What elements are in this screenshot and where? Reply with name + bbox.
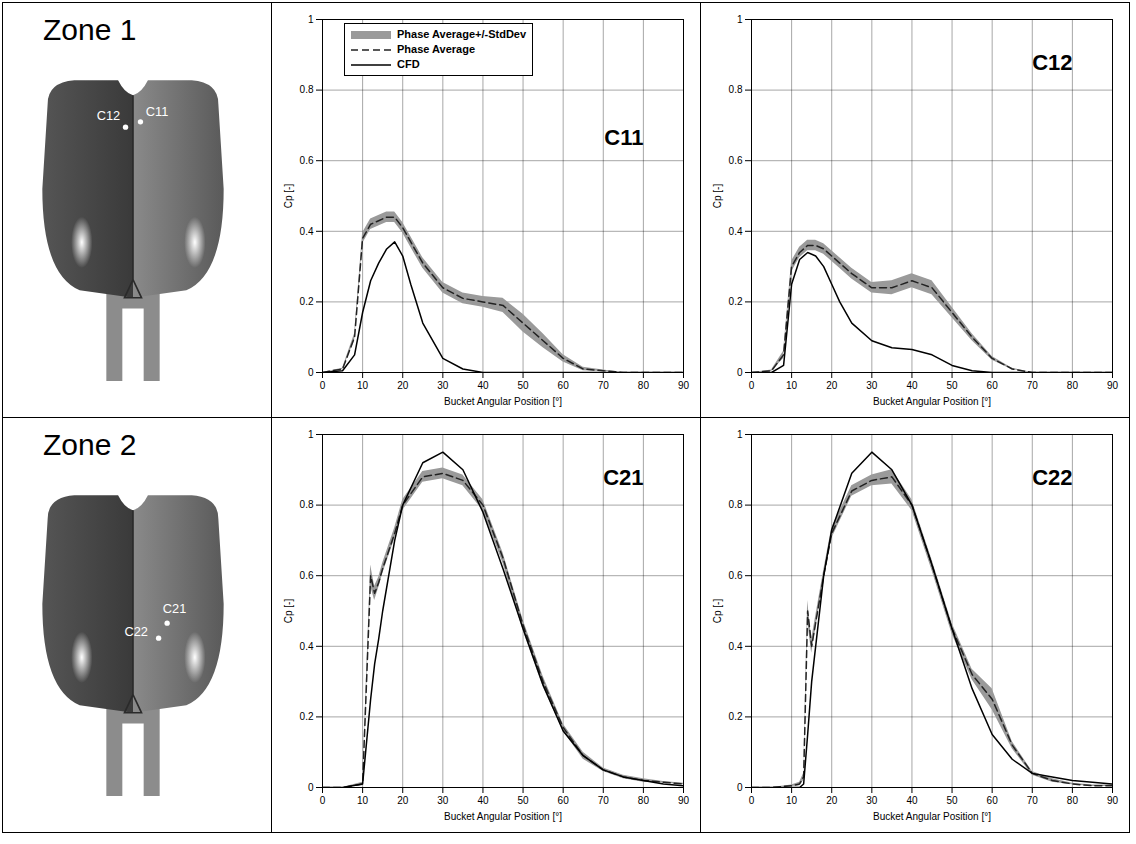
svg-text:80: 80 [638, 380, 650, 391]
svg-text:C12: C12 [97, 108, 120, 123]
svg-text:C11: C11 [604, 125, 643, 150]
svg-text:20: 20 [826, 380, 838, 391]
svg-text:0.2: 0.2 [300, 711, 314, 722]
svg-text:50: 50 [946, 380, 958, 391]
svg-text:30: 30 [866, 795, 878, 806]
svg-text:0: 0 [737, 367, 743, 378]
svg-text:10: 10 [786, 380, 798, 391]
svg-text:Bucket Angular Position [°]: Bucket Angular Position [°] [444, 396, 562, 407]
svg-text:60: 60 [987, 380, 999, 391]
svg-text:Cp [-]: Cp [-] [712, 599, 723, 624]
svg-text:40: 40 [906, 795, 918, 806]
svg-text:0.6: 0.6 [729, 570, 743, 581]
svg-text:50: 50 [517, 380, 529, 391]
svg-text:Cp [-]: Cp [-] [283, 599, 294, 624]
svg-text:C11: C11 [146, 104, 169, 119]
svg-text:0: 0 [320, 795, 326, 806]
svg-text:50: 50 [946, 795, 958, 806]
svg-text:1: 1 [737, 429, 743, 440]
svg-text:C12: C12 [1032, 50, 1072, 75]
svg-text:0.8: 0.8 [729, 84, 743, 95]
svg-text:90: 90 [678, 380, 690, 391]
svg-text:1: 1 [737, 14, 743, 25]
svg-text:Bucket Angular Position [°]: Bucket Angular Position [°] [873, 396, 991, 407]
svg-text:Cp [-]: Cp [-] [712, 184, 723, 209]
html-text:Phase Average+/-StdDev: Phase Average+/-StdDev [397, 28, 527, 40]
svg-text:0.4: 0.4 [729, 226, 743, 237]
svg-text:90: 90 [1107, 795, 1119, 806]
svg-text:C22: C22 [124, 624, 147, 639]
html-text:Zone 1: Zone 1 [43, 13, 137, 46]
svg-text:50: 50 [517, 795, 529, 806]
svg-text:40: 40 [477, 380, 489, 391]
svg-text:Bucket Angular Position [°]: Bucket Angular Position [°] [444, 811, 562, 822]
svg-text:30: 30 [866, 380, 878, 391]
svg-text:0.4: 0.4 [300, 226, 314, 237]
html-text:Zone 2: Zone 2 [43, 428, 137, 461]
svg-text:0: 0 [320, 380, 326, 391]
html-text:Phase Average: Phase Average [397, 43, 476, 55]
svg-text:C21: C21 [163, 601, 186, 616]
svg-text:0.4: 0.4 [300, 641, 314, 652]
svg-text:0: 0 [749, 380, 755, 391]
svg-text:0.2: 0.2 [729, 296, 743, 307]
svg-text:70: 70 [598, 795, 610, 806]
svg-text:1: 1 [308, 14, 314, 25]
svg-text:0.6: 0.6 [300, 155, 314, 166]
svg-text:90: 90 [678, 795, 690, 806]
svg-text:C22: C22 [1032, 465, 1072, 490]
svg-text:C21: C21 [603, 465, 643, 490]
svg-text:0.2: 0.2 [300, 296, 314, 307]
svg-text:0: 0 [308, 367, 314, 378]
svg-text:0: 0 [749, 795, 755, 806]
svg-text:60: 60 [558, 795, 570, 806]
svg-text:20: 20 [826, 795, 838, 806]
svg-text:Bucket Angular Position [°]: Bucket Angular Position [°] [873, 811, 991, 822]
svg-text:0.8: 0.8 [300, 499, 314, 510]
svg-text:80: 80 [638, 795, 650, 806]
svg-text:Cp [-]: Cp [-] [283, 184, 294, 209]
svg-text:20: 20 [397, 795, 409, 806]
svg-text:90: 90 [1107, 380, 1119, 391]
svg-text:70: 70 [1027, 795, 1039, 806]
svg-text:10: 10 [786, 795, 798, 806]
svg-text:0.8: 0.8 [729, 499, 743, 510]
svg-text:70: 70 [1027, 380, 1039, 391]
svg-text:80: 80 [1067, 380, 1079, 391]
svg-text:0: 0 [308, 782, 314, 793]
svg-text:30: 30 [437, 380, 449, 391]
svg-text:70: 70 [598, 380, 610, 391]
svg-text:60: 60 [987, 795, 999, 806]
svg-text:10: 10 [357, 380, 369, 391]
svg-text:60: 60 [558, 380, 570, 391]
svg-text:0.8: 0.8 [300, 84, 314, 95]
svg-text:40: 40 [477, 795, 489, 806]
svg-text:0.2: 0.2 [729, 711, 743, 722]
svg-text:30: 30 [437, 795, 449, 806]
svg-text:0.6: 0.6 [300, 570, 314, 581]
svg-text:0.4: 0.4 [729, 641, 743, 652]
html-text:CFD: CFD [397, 58, 420, 70]
svg-text:80: 80 [1067, 795, 1079, 806]
svg-text:0.6: 0.6 [729, 155, 743, 166]
svg-text:1: 1 [308, 429, 314, 440]
svg-text:20: 20 [397, 380, 409, 391]
svg-text:40: 40 [906, 380, 918, 391]
svg-text:0: 0 [737, 782, 743, 793]
svg-text:10: 10 [357, 795, 369, 806]
